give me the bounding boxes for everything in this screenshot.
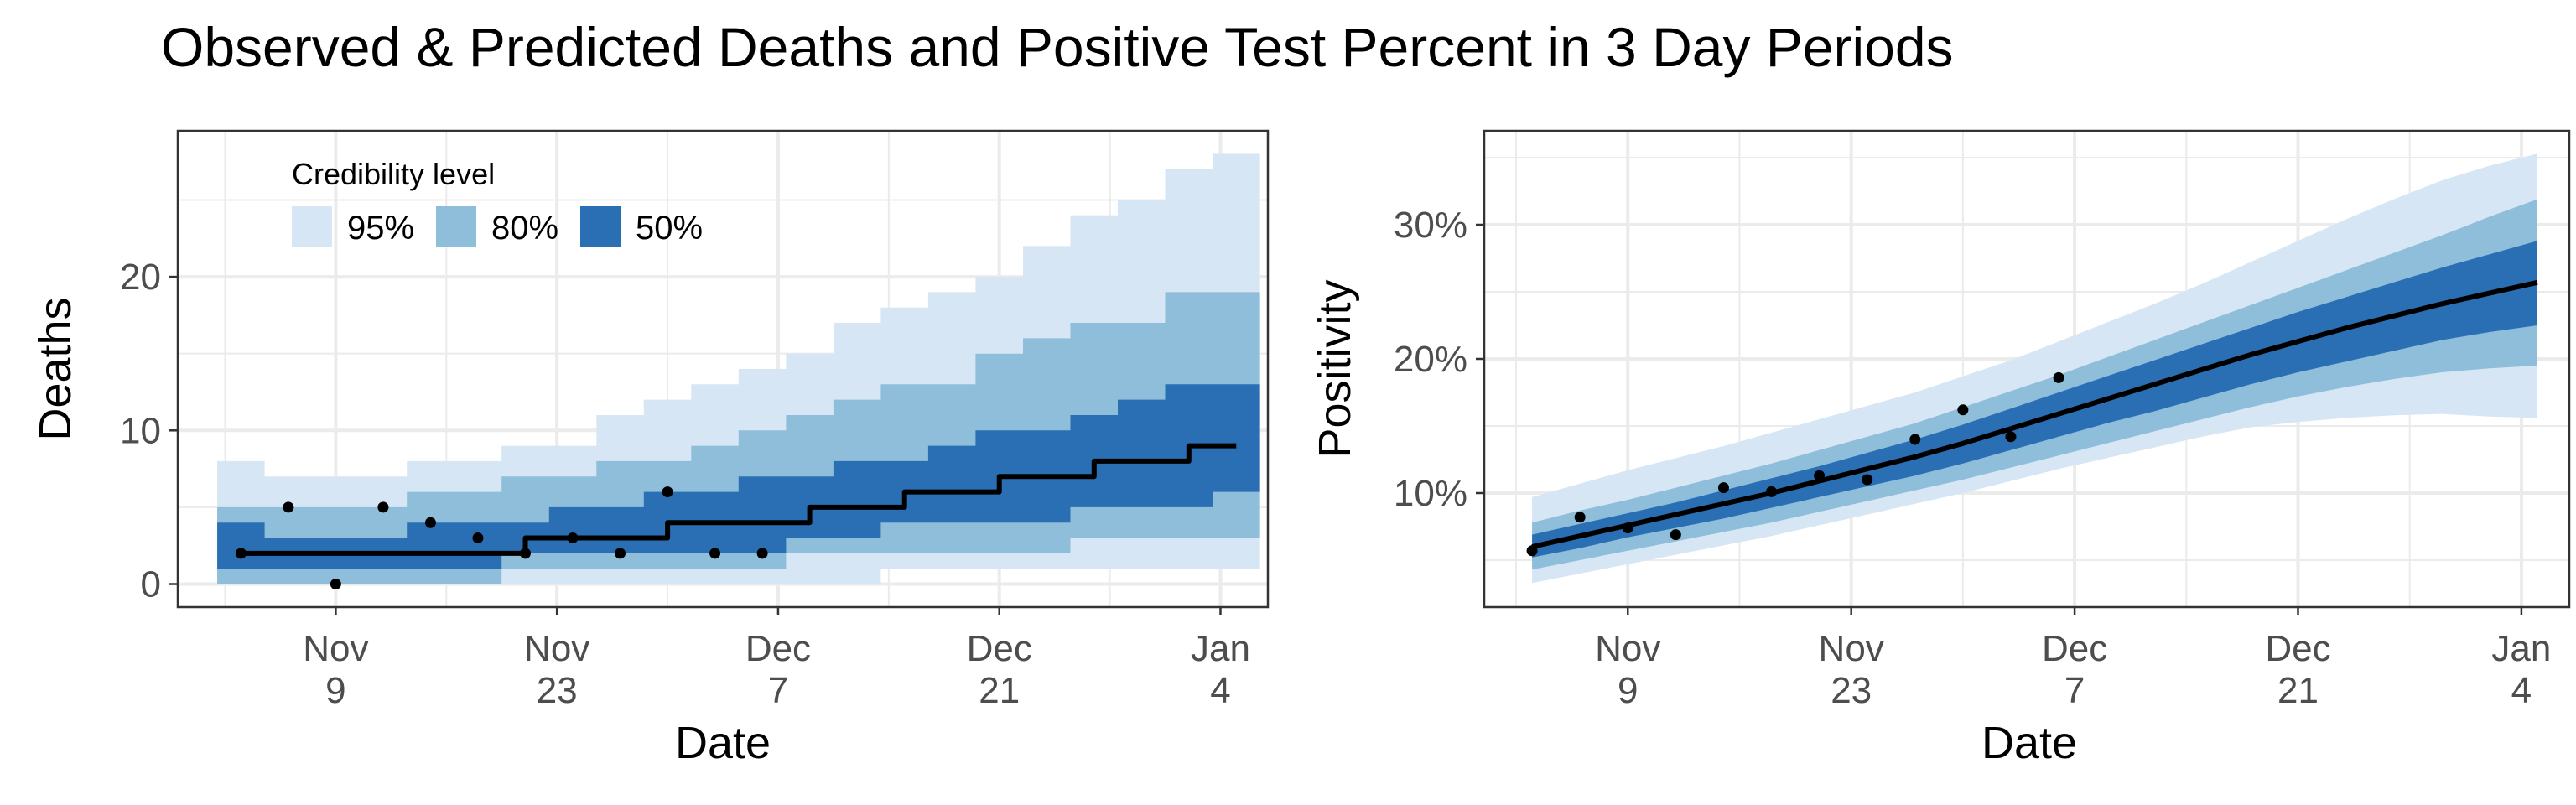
observed-point: [567, 532, 579, 544]
observed-point: [1717, 482, 1729, 494]
observed-point: [1814, 470, 1826, 481]
y-axis-title: Deaths: [30, 297, 80, 440]
legend-swatch-95: [292, 206, 332, 247]
y-tick-label: 10: [120, 410, 161, 451]
observed-point: [424, 517, 436, 528]
observed-point: [1574, 512, 1586, 523]
chart-panel-left: 0 10 20 Nov 9 Nov 23 Dec 7 Dec 21 Jan 4 Date Deaths: [30, 129, 1270, 768]
observed-point: [1957, 404, 1969, 416]
x-tick-label: Dec 21: [967, 628, 1032, 711]
legend-label: 50%: [636, 210, 703, 247]
observed-point: [2053, 371, 2064, 383]
observed-point: [1526, 545, 1538, 557]
legend-label: 80%: [491, 210, 558, 247]
observed-point: [283, 501, 294, 513]
x-tick-label: Nov 23: [524, 628, 589, 711]
y-tick-label: 0: [141, 564, 161, 605]
observed-point: [1909, 434, 1921, 445]
observed-points: [235, 486, 768, 590]
y-tick-label: 20: [120, 257, 161, 298]
observed-point: [662, 486, 673, 498]
legend: Credibility level 95% 80% 50%: [292, 157, 703, 247]
observed-point: [1670, 529, 1681, 541]
y-tick-label: 20%: [1394, 339, 1467, 380]
x-tick-label: Nov 9: [303, 628, 368, 711]
chart-title: Observed & Predicted Deaths and Positive…: [161, 16, 1954, 78]
band-50: [217, 384, 1260, 569]
chart-panel-right: 10% 20% 30% Nov 9 Nov 23 Dec 7 Dec 21 Jan 4 Date Posit…: [1310, 129, 2571, 768]
x-tick-label: Dec 7: [745, 628, 811, 711]
x-axis-title: Date: [675, 718, 771, 768]
x-tick-label: Nov 9: [1595, 628, 1660, 711]
observed-point: [615, 548, 626, 559]
plot-border: [176, 129, 1270, 609]
observed-point: [472, 532, 484, 544]
y-tick-label: 30%: [1394, 205, 1467, 246]
observed-point: [709, 548, 721, 559]
legend-swatch-80: [436, 206, 476, 247]
legend-label: 95%: [347, 210, 414, 247]
x-tick-label: Nov 23: [1819, 628, 1884, 711]
plot-border: [1483, 129, 2571, 609]
x-axis-title: Date: [1981, 718, 2077, 768]
observed-point: [756, 548, 768, 559]
legend-title: Credibility level: [292, 157, 495, 191]
observed-point: [377, 501, 389, 513]
x-tick-label: Dec 7: [2042, 628, 2107, 711]
x-tick-label: Jan 4: [2491, 628, 2551, 711]
observed-point: [1862, 474, 1873, 486]
y-axis-title: Positivity: [1310, 279, 1360, 458]
legend-swatch-50: [580, 206, 621, 247]
x-tick-label: Jan 4: [1191, 628, 1250, 711]
observed-points: [1526, 371, 2064, 557]
y-tick-label: 10%: [1394, 473, 1467, 514]
credibility-bands: [1532, 153, 2537, 584]
median-line: [241, 443, 1237, 556]
observed-point: [330, 579, 341, 590]
band-50: [1532, 241, 2537, 558]
observed-point: [235, 548, 247, 559]
observed-point: [1766, 486, 1778, 497]
x-tick-label: Dec 21: [2265, 628, 2330, 711]
median-line: [1531, 279, 2538, 549]
observed-point: [519, 548, 531, 559]
observed-point: [2005, 431, 2017, 443]
observed-point: [1622, 522, 1633, 534]
